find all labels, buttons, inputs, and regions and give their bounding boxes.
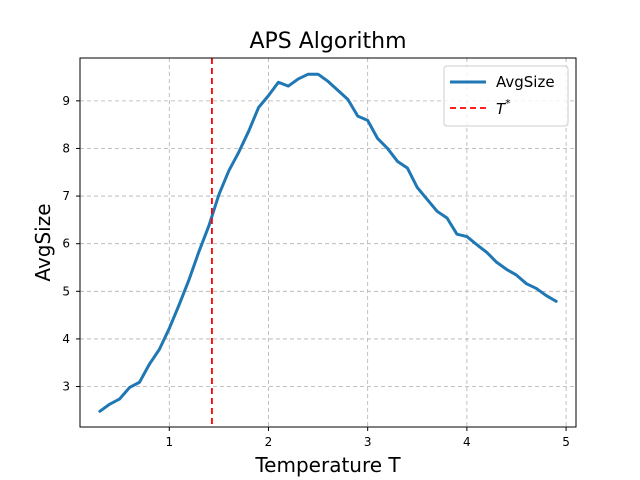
- tick-layer: 1 2 3 4 5 3 4 5 6 7 8 9: [62, 94, 570, 449]
- x-tick-label: 1: [165, 435, 173, 449]
- y-tick-label: 7: [62, 189, 70, 203]
- x-tick-label: 2: [265, 435, 273, 449]
- y-tick-label: 5: [62, 284, 70, 298]
- legend-avgsize-label: AvgSize: [496, 73, 555, 91]
- plot-frame: [79, 57, 577, 428]
- x-tick-label: 4: [463, 435, 471, 449]
- y-tick-label: 9: [62, 94, 70, 108]
- chart-title: APS Algorithm: [249, 29, 406, 54]
- line-layer: [98, 58, 558, 427]
- y-tick-label: 6: [62, 237, 70, 251]
- grid-layer: [80, 58, 576, 427]
- legend: AvgSize T*: [443, 65, 569, 127]
- y-axis-label: AvgSize: [31, 203, 55, 281]
- avgsize-series-line: [98, 72, 558, 413]
- legend-t-star-label: T*: [496, 97, 511, 118]
- y-tick-label: 8: [62, 141, 70, 155]
- y-tick-label: 3: [62, 380, 70, 394]
- x-tick-label: 3: [364, 435, 372, 449]
- x-tick-label: 5: [562, 435, 570, 449]
- y-tick-label: 4: [62, 332, 70, 346]
- x-axis-label: Temperature T: [254, 453, 401, 477]
